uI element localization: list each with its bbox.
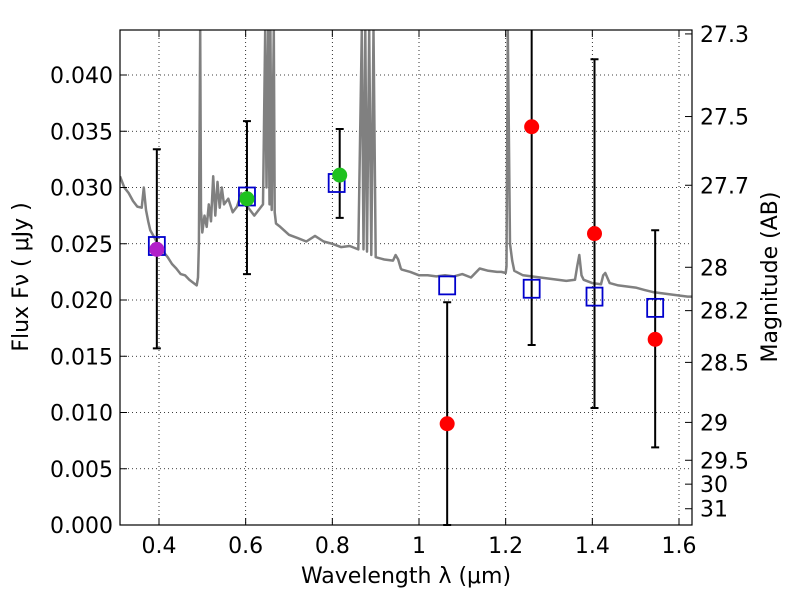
y-tick-label: 0.030 [50, 177, 113, 202]
y-tick-label: 0.005 [50, 458, 113, 483]
observed-photometry-point [149, 241, 165, 257]
model-photometry-square [522, 278, 541, 299]
observed-photometry-markers [149, 119, 663, 432]
model-sed-layer [120, 30, 692, 298]
x-tick-label: 0.8 [315, 534, 350, 559]
magnitude-tick-label: 31 [700, 498, 728, 523]
observed-photometry-point [524, 119, 540, 135]
y-tick-label: 0.020 [50, 289, 113, 314]
magnitude-tick-label: 28.2 [700, 300, 749, 325]
y-tick-label: 0.025 [50, 233, 113, 258]
observed-photometry-point [647, 331, 663, 347]
observed-photometry-point [439, 416, 455, 432]
model-photometry-square [438, 275, 457, 296]
y-tick-label: 0.015 [50, 345, 113, 370]
magnitude-tick-label: 27.7 [700, 174, 749, 199]
magnitude-tick-label: 29 [700, 411, 728, 436]
x-axis-ticks: 0.4 0.6 0.8 1 1.2 1.4 1.6 [142, 30, 697, 559]
x-tick-label: 1.4 [575, 534, 610, 559]
y-tick-label: 0.010 [50, 402, 113, 427]
model-photometry-square [585, 286, 604, 307]
observed-photometry-point [332, 167, 348, 183]
x-tick-label: 0.6 [228, 534, 263, 559]
model-photometry-square [646, 297, 665, 318]
x-tick-label: 1 [412, 534, 426, 559]
magnitude-tick-label: 27.5 [700, 106, 749, 131]
x-tick-label: 1.2 [488, 534, 523, 559]
y-tick-label: 0.040 [50, 64, 113, 89]
x-tick-label: 1.6 [662, 534, 697, 559]
y-axis-label: Flux Fν ( μJy ) [9, 202, 34, 351]
magnitude-axis-label: Magnitude (AB) [758, 192, 783, 363]
x-tick-label: 0.4 [142, 534, 177, 559]
y-axis-ticks: 0.000 0.005 0.010 0.015 0.020 0.025 0.030 0.035… [50, 64, 127, 539]
observed-photometry-point [239, 191, 255, 207]
y-tick-label: 0.035 [50, 120, 113, 145]
x-axis-label: Wavelength λ (μm) [301, 564, 511, 589]
observed-photometry-point [587, 226, 602, 242]
magnitude-tick-label: 27.3 [700, 23, 749, 48]
magnitude-tick-label: 29.5 [700, 449, 749, 474]
plot-frame [119, 29, 693, 526]
magnitude-tick-label: 28.5 [700, 351, 749, 376]
magnitude-tick-label: 30 [700, 473, 728, 498]
y-tick-label: 0.000 [50, 514, 113, 539]
model-sed-line [120, 30, 692, 298]
magnitude-tick-label: 28 [700, 256, 728, 281]
